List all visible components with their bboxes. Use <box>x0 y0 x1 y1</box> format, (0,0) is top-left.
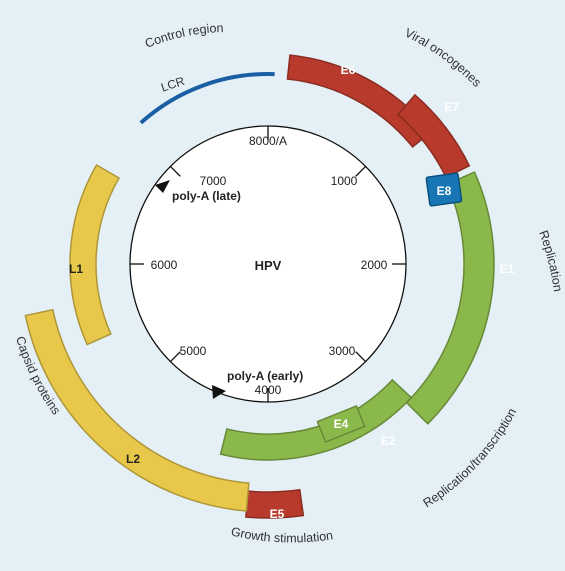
gene-l1-segment <box>69 163 121 346</box>
tick-label-2000: 2000 <box>361 258 388 272</box>
replication-label: Replication <box>536 229 565 293</box>
tick-label-6000: 6000 <box>151 258 178 272</box>
tick-marks <box>130 126 406 402</box>
gene-e2-label: E2 <box>381 434 396 448</box>
tick-mark <box>169 165 181 177</box>
gene-e7-label: E7 <box>445 100 460 114</box>
gene-l1-shape <box>69 163 121 346</box>
gene-e4-shape <box>316 404 366 444</box>
lcr-arc <box>139 72 275 125</box>
gene-e7-shape <box>396 93 471 179</box>
tick-mark <box>355 351 367 363</box>
growth-stimulation-label: Growth stimulation <box>230 524 334 545</box>
gene-e8-box <box>425 172 463 207</box>
tick-label-3000: 3000 <box>329 344 356 358</box>
poly-a-early-label: poly-A (early) <box>227 369 303 383</box>
tick-label-7000: 7000 <box>200 174 227 188</box>
gene-e4-label: E4 <box>334 417 349 431</box>
poly-a-late-arrow <box>155 180 170 193</box>
gene-l1-label: L1 <box>69 262 83 276</box>
center-label: HPV <box>255 258 282 273</box>
viral-oncogenes-label: Viral oncogenes <box>403 26 484 90</box>
tick-mark <box>355 165 367 177</box>
gene-e6-label: E6 <box>341 63 356 77</box>
tick-mark <box>169 351 181 363</box>
gene-e5-label: E5 <box>270 507 285 521</box>
gene-e1-segment <box>405 171 495 425</box>
replication-transcription-label: Replication/transcription <box>421 406 519 510</box>
gene-e1-label: E1 <box>500 262 515 276</box>
gene-l2-shape <box>24 308 250 512</box>
gene-e7-segment <box>396 93 471 179</box>
poly-a-late-label: poly-A (late) <box>172 189 241 203</box>
tick-label-4000: 4000 <box>255 383 282 397</box>
lcr-label: LCR <box>159 74 186 95</box>
gene-e8-label: E8 <box>437 184 452 198</box>
gene-l2-label: L2 <box>126 452 140 466</box>
control-region-label: Control region <box>143 21 224 51</box>
tick-label-1000: 1000 <box>331 174 358 188</box>
gene-e1-shape <box>405 171 495 425</box>
tick-label-8000: 8000/A <box>249 134 287 148</box>
gene-e4-segment <box>316 404 366 444</box>
tick-label-5000: 5000 <box>180 344 207 358</box>
gene-l2-segment <box>24 308 250 512</box>
poly-a-early-arrow <box>212 385 226 399</box>
